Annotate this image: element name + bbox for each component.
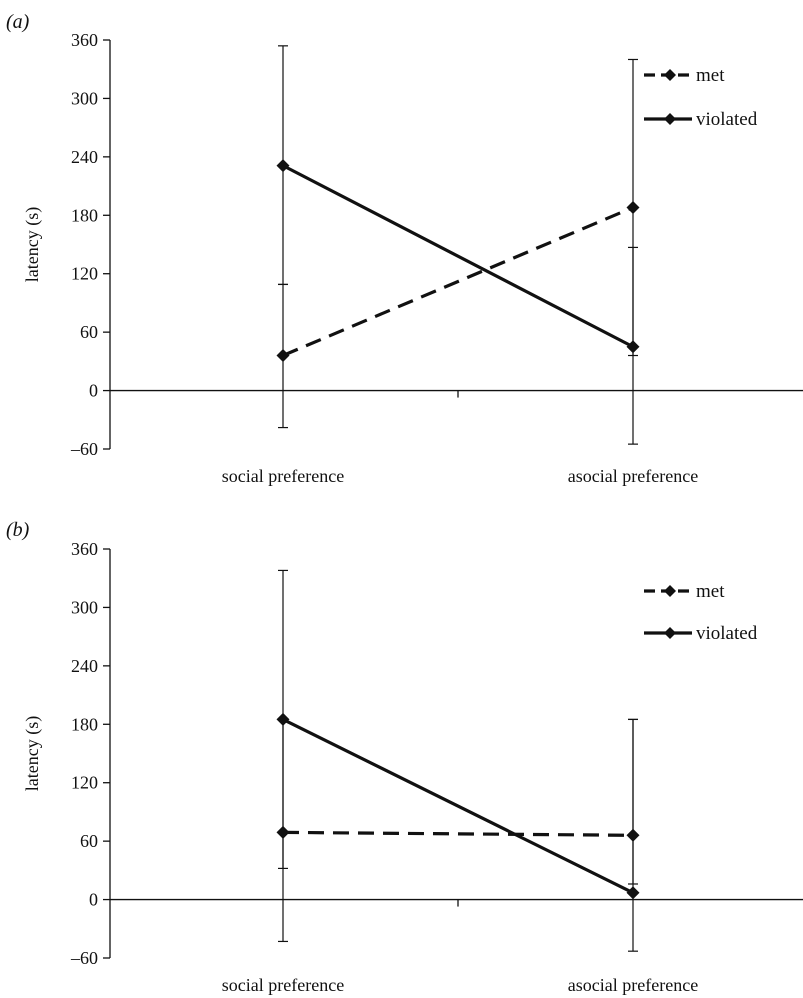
y-tick-label: 360 — [71, 30, 98, 50]
series-line-met — [283, 207, 633, 355]
legend: met violated — [644, 65, 758, 130]
y-tick-label: 60 — [80, 831, 98, 851]
y-tick-label: 60 — [80, 322, 98, 342]
y-tick-label: 180 — [71, 205, 98, 225]
y-tick-label: –60 — [70, 948, 98, 968]
series-line-violated — [283, 719, 633, 892]
x-category-label: asocial preference — [568, 466, 698, 486]
y-tick-label: 0 — [89, 381, 98, 401]
y-tick-label: 360 — [71, 539, 98, 559]
y-tick-label: 0 — [89, 890, 98, 910]
x-category-label: social preference — [222, 975, 344, 995]
marker-met — [627, 201, 640, 214]
y-tick-label: 120 — [71, 773, 98, 793]
marker-violated — [627, 340, 640, 353]
y-tick-label: 300 — [71, 597, 98, 617]
legend-marker-met — [664, 585, 676, 597]
panel-b: (b) –60 0 60 120 180 240 300 360 social preferenc… — [6, 519, 803, 995]
y-axis-label: latency (s) — [22, 207, 43, 282]
y-axis-label: latency (s) — [22, 716, 43, 791]
marker-met — [627, 829, 640, 842]
legend-label-met: met — [696, 65, 725, 86]
y-tick-label: –60 — [70, 439, 98, 459]
panel-a: (a) –60 0 60 120 180 240 300 360 social preferenc… — [6, 11, 803, 486]
legend-label-violated: violated — [696, 109, 758, 130]
marker-violated — [627, 886, 640, 899]
x-category-label: asocial preference — [568, 975, 698, 995]
marker-met — [277, 349, 290, 362]
y-tick-label: 240 — [71, 147, 98, 167]
y-tick-label: 300 — [71, 88, 98, 108]
marker-met — [277, 826, 290, 839]
marker-violated — [277, 713, 290, 726]
legend-marker-violated — [664, 113, 676, 125]
legend: met violated — [644, 581, 758, 644]
series-line-met — [283, 832, 633, 835]
legend-marker-met — [664, 69, 676, 81]
legend-label-violated: violated — [696, 623, 758, 644]
series-line-violated — [283, 166, 633, 347]
legend-marker-violated — [664, 627, 676, 639]
y-tick-label: 240 — [71, 656, 98, 676]
panel-label: (a) — [6, 11, 30, 33]
panel-label: (b) — [6, 519, 30, 541]
y-tick-label: 180 — [71, 714, 98, 734]
marker-violated — [277, 159, 290, 172]
legend-label-met: met — [696, 581, 725, 602]
y-tick-label: 120 — [71, 264, 98, 284]
x-category-label: social preference — [222, 466, 344, 486]
